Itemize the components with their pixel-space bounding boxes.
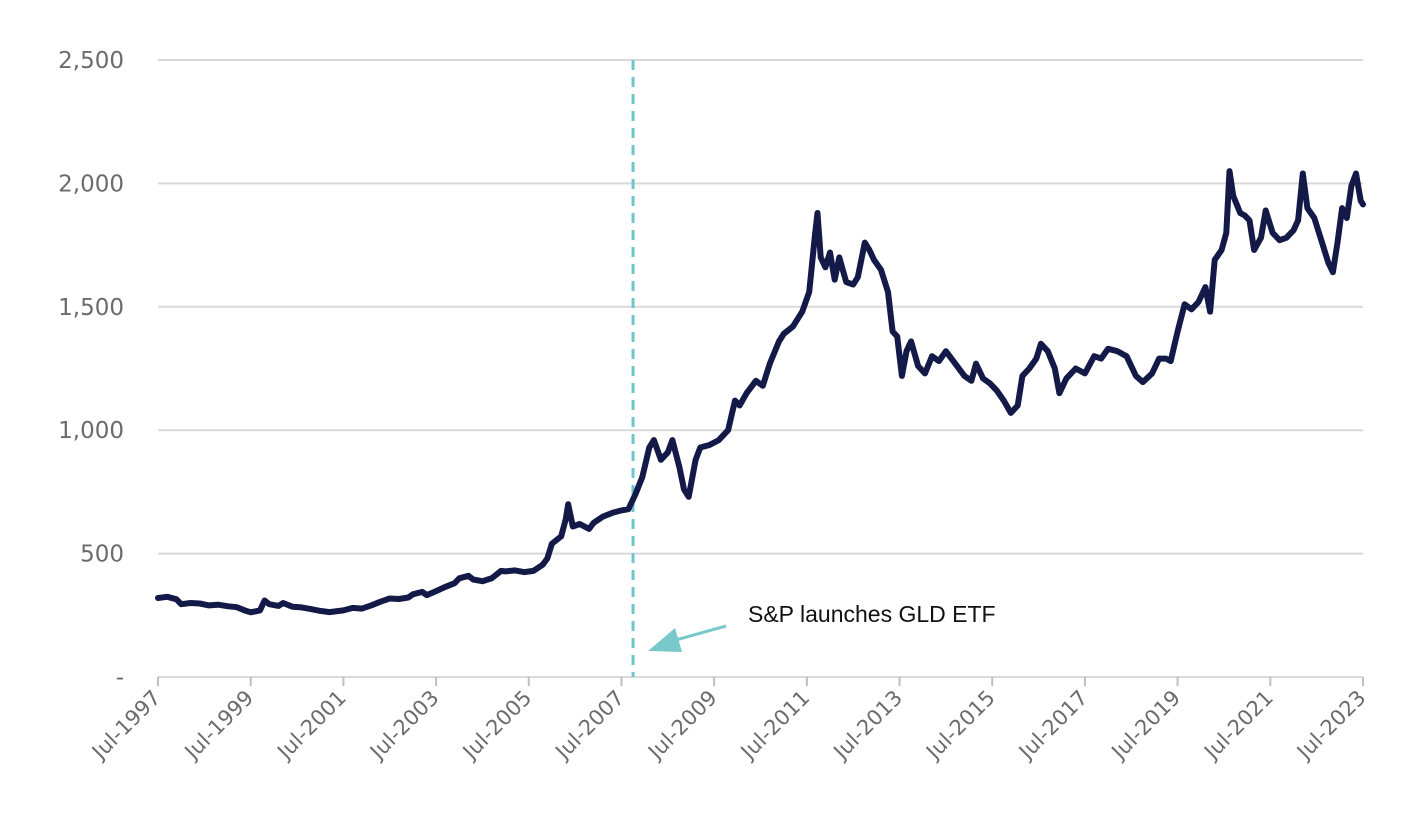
axes: [157, 676, 1364, 686]
y-tick-label: 2,500: [58, 48, 124, 74]
x-tick-label: Jul-2019: [1106, 686, 1185, 765]
y-tick-label: -: [116, 665, 124, 691]
x-tick-label: Jul-2009: [642, 686, 721, 765]
x-tick-label: Jul-2005: [457, 686, 536, 765]
x-tick-label: Jul-2023: [1291, 686, 1370, 765]
x-tick-label: Jul-2001: [271, 686, 350, 765]
y-tick-label: 500: [80, 542, 124, 568]
event-annotation-label: S&P launches GLD ETF: [748, 601, 996, 627]
gridlines: [158, 59, 1363, 555]
x-tick-label: Jul-2011: [735, 686, 814, 765]
x-tick-label: Jul-1997: [86, 686, 165, 765]
y-tick-label: 1,000: [58, 418, 124, 444]
x-tick-label: Jul-2003: [364, 686, 443, 765]
x-tick-label: Jul-1999: [179, 686, 258, 765]
tick-labels: - 500 1,000 1,500 2,000 2,500 Jul-1997 Jul-1999…: [58, 48, 1370, 765]
x-tick-label: Jul-2017: [1013, 686, 1092, 765]
y-tick-label: 2,000: [58, 171, 124, 197]
x-tick-label: Jul-2015: [920, 686, 999, 765]
gold-price-series-line: [155, 168, 1366, 616]
x-tick-label: Jul-2007: [550, 686, 629, 765]
event-annotation: S&P launches GLD ETF: [631, 60, 996, 677]
y-tick-label: 1,500: [58, 295, 124, 321]
series: [155, 168, 1366, 616]
annotation-arrow-shaft: [671, 624, 727, 643]
annotation-arrow-head: [648, 628, 683, 652]
x-tick-label: Jul-2013: [828, 686, 907, 765]
x-tick-label: Jul-2021: [1198, 686, 1277, 765]
